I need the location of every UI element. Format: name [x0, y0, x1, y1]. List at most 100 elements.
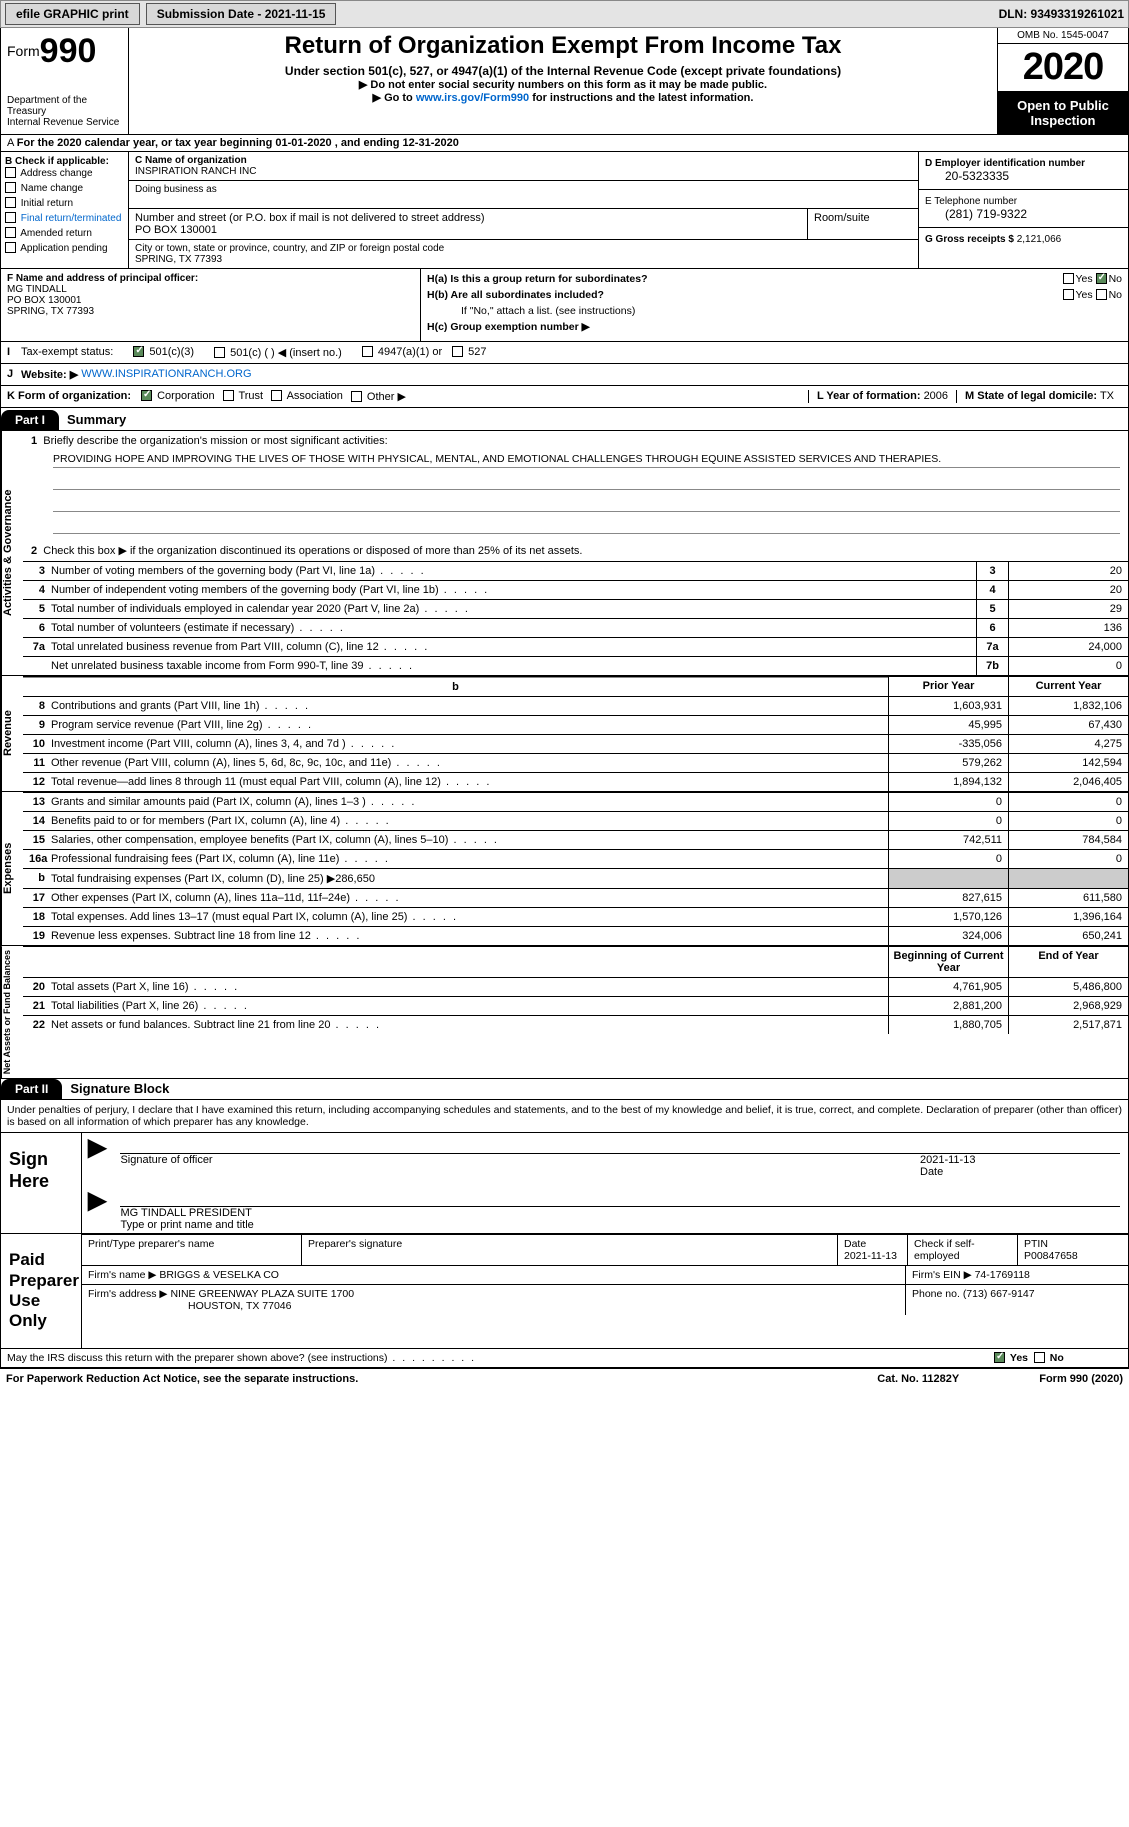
efile-print-button[interactable]: efile GRAPHIC print: [5, 3, 140, 25]
checkbox-name-change[interactable]: [5, 182, 16, 193]
discuss-no[interactable]: [1034, 1352, 1045, 1363]
state-domicile: TX: [1100, 390, 1114, 402]
line-klm: K Form of organization: Corporation Trus…: [0, 386, 1129, 408]
table-row: 19Revenue less expenses. Subtract line 1…: [23, 926, 1128, 945]
gross-receipts: 2,121,066: [1017, 234, 1062, 245]
header-right: OMB No. 1545-0047 2020 Open to Public In…: [998, 28, 1128, 134]
sign-here-label: Sign Here: [1, 1133, 81, 1233]
checkbox-initial-return[interactable]: [5, 197, 16, 208]
subtitle-2: ▶ Do not enter social security numbers o…: [135, 78, 991, 91]
table-row: 3 Number of voting members of the govern…: [23, 561, 1128, 580]
website-link[interactable]: WWW.INSPIRATIONRANCH.ORG: [81, 368, 251, 381]
paid-preparer-row: Paid Preparer Use Only Print/Type prepar…: [1, 1233, 1128, 1348]
table-row: 9Program service revenue (Part VIII, lin…: [23, 715, 1128, 734]
section-fh: F Name and address of principal officer:…: [0, 269, 1129, 342]
mission-text: PROVIDING HOPE AND IMPROVING THE LIVES O…: [53, 451, 1120, 468]
form-label: Form990: [7, 32, 122, 71]
table-row: 18Total expenses. Add lines 13–17 (must …: [23, 907, 1128, 926]
period-line: A For the 2020 calendar year, or tax yea…: [0, 135, 1129, 152]
col-c: C Name of organization INSPIRATION RANCH…: [129, 152, 918, 268]
phone-value: (281) 719-9322: [925, 207, 1122, 221]
checkbox-final-return[interactable]: [5, 212, 16, 223]
k-other[interactable]: [351, 391, 362, 402]
table-row: 20Total assets (Part X, line 16) 4,761,9…: [23, 977, 1128, 996]
arrow-icon: ▶: [82, 1186, 112, 1233]
table-row: 6 Total number of volunteers (estimate i…: [23, 618, 1128, 637]
hb-no[interactable]: [1096, 289, 1107, 300]
omb-text: OMB No. 1545-0047: [998, 28, 1128, 44]
submission-date-button[interactable]: Submission Date - 2021-11-15: [146, 3, 337, 25]
part-i-netassets: Net Assets or Fund Balances Beginning of…: [0, 946, 1129, 1079]
table-row: 14Benefits paid to or for members (Part …: [23, 811, 1128, 830]
org-address: PO BOX 130001: [135, 224, 217, 236]
table-row: 11Other revenue (Part VIII, column (A), …: [23, 753, 1128, 772]
sig-date: 2021-11-13: [920, 1153, 1120, 1166]
hb-yes[interactable]: [1063, 289, 1074, 300]
part-i-governance: Activities & Governance 1 Briefly descri…: [0, 431, 1129, 676]
table-row: bTotal fundraising expenses (Part IX, co…: [23, 868, 1128, 888]
part-i-expenses: Expenses 13Grants and similar amounts pa…: [0, 792, 1129, 946]
ptin: P00847658: [1024, 1250, 1078, 1262]
side-expenses: Expenses: [1, 792, 23, 945]
i-4947[interactable]: [362, 346, 373, 357]
line-j: J Website: ▶ WWW.INSPIRATIONRANCH.ORG: [0, 364, 1129, 386]
checkbox-app-pending[interactable]: [5, 242, 16, 253]
ha-yes[interactable]: [1063, 273, 1074, 284]
i-527[interactable]: [452, 346, 463, 357]
side-netassets: Net Assets or Fund Balances: [1, 946, 23, 1078]
section-bcd: B Check if applicable: Address change Na…: [0, 152, 1129, 269]
k-assoc[interactable]: [271, 390, 282, 401]
table-row: 8Contributions and grants (Part VIII, li…: [23, 696, 1128, 715]
table-row: 15Salaries, other compensation, employee…: [23, 830, 1128, 849]
col-f: F Name and address of principal officer:…: [1, 269, 421, 341]
table-row: 4 Number of independent voting members o…: [23, 580, 1128, 599]
k-corp[interactable]: [141, 390, 152, 401]
ein-value: 20-5323335: [925, 169, 1122, 183]
header-left: Form990 Department of the Treasury Inter…: [1, 28, 129, 134]
table-row: 13Grants and similar amounts paid (Part …: [23, 792, 1128, 811]
i-501c3[interactable]: [133, 346, 144, 357]
side-governance: Activities & Governance: [1, 431, 23, 675]
subtitle-3: ▶ Go to www.irs.gov/Form990 for instruct…: [135, 91, 991, 104]
col-h: H(a) Is this a group return for subordin…: [421, 269, 1128, 341]
discuss-yes[interactable]: [994, 1352, 1005, 1363]
part-ii-body: Under penalties of perjury, I declare th…: [0, 1100, 1129, 1368]
table-row: 22Net assets or fund balances. Subtract …: [23, 1015, 1128, 1034]
side-revenue: Revenue: [1, 676, 23, 791]
part-i-header: Part ISummary: [0, 408, 1129, 431]
table-row: 10Investment income (Part VIII, column (…: [23, 734, 1128, 753]
table-row: 5 Total number of individuals employed i…: [23, 599, 1128, 618]
org-name: INSPIRATION RANCH INC: [135, 166, 257, 177]
org-city: SPRING, TX 77393: [135, 254, 222, 265]
part-i-revenue: Revenue bPrior YearCurrent Year 8Contrib…: [0, 676, 1129, 792]
col-d: D Employer identification number20-53233…: [918, 152, 1128, 268]
firm-ein: 74-1769118: [975, 1269, 1030, 1281]
table-row: 12Total revenue—add lines 8 through 11 (…: [23, 772, 1128, 791]
checkbox-address-change[interactable]: [5, 167, 16, 178]
i-501c[interactable]: [214, 347, 225, 358]
col-b-label: B Check if applicable:: [5, 156, 124, 167]
subtitle-1: Under section 501(c), 527, or 4947(a)(1)…: [135, 64, 991, 78]
arrow-icon: ▶: [82, 1133, 112, 1180]
ha-no[interactable]: [1096, 273, 1107, 284]
firm-phone: (713) 667-9147: [963, 1288, 1035, 1300]
dln-text: DLN: 93493319261021: [999, 7, 1124, 21]
footer: For Paperwork Reduction Act Notice, see …: [0, 1368, 1129, 1389]
officer-name-title: MG TINDALL PRESIDENT: [120, 1206, 1120, 1219]
table-row: 17Other expenses (Part IX, column (A), l…: [23, 888, 1128, 907]
officer-name: MG TINDALL: [7, 284, 67, 295]
firm-addr: NINE GREENWAY PLAZA SUITE 1700: [170, 1288, 354, 1300]
table-row: Net unrelated business taxable income fr…: [23, 656, 1128, 675]
sign-here-row: Sign Here ▶ Signature of officer 2021-11…: [1, 1132, 1128, 1233]
dept-text: Department of the Treasury Internal Reve…: [7, 95, 122, 128]
table-row: 16aProfessional fundraising fees (Part I…: [23, 849, 1128, 868]
part-ii-header: Part IISignature Block: [0, 1079, 1129, 1100]
k-trust[interactable]: [223, 390, 234, 401]
table-row: 7a Total unrelated business revenue from…: [23, 637, 1128, 656]
checkbox-amended[interactable]: [5, 227, 16, 238]
top-toolbar: efile GRAPHIC print Submission Date - 20…: [0, 0, 1129, 28]
paid-preparer-label: Paid Preparer Use Only: [1, 1234, 81, 1348]
header-mid: Return of Organization Exempt From Incom…: [129, 28, 998, 134]
year-formation: 2006: [924, 390, 948, 402]
irs-link[interactable]: www.irs.gov/Form990: [416, 92, 529, 104]
